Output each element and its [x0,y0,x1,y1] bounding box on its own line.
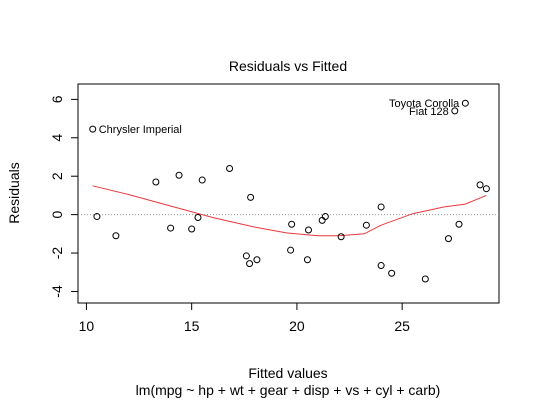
residual-point [455,220,463,228]
residual-point [188,225,196,233]
residual-point [152,178,160,186]
residual-point [461,99,469,107]
residual-point [362,221,370,229]
residual-point [388,269,396,277]
point-label: Toyota Corolla [389,98,460,110]
residual-point [321,213,329,221]
point-label: Fiat 128 [409,106,449,118]
residual-point [112,232,120,240]
y-tick-label: 0 [49,211,65,219]
x-axis: 10 15 20 25 [79,302,410,334]
residual-point [242,252,250,260]
residual-point [377,262,385,270]
residual-point [421,275,429,283]
chart-subtitle: lm(mpg ~ hp + wt + gear + disp + vs + cy… [136,382,441,398]
y-tick-label: 4 [49,134,65,142]
y-tick-label: 6 [49,95,65,103]
y-axis-label: Residuals [6,162,22,223]
x-tick-label: 15 [184,318,200,334]
y-tick-label: -2 [49,247,65,260]
residual-point [247,193,255,201]
residual-point [89,125,97,133]
residual-point [303,256,311,264]
residual-point [288,220,296,228]
x-tick-label: 20 [289,318,305,334]
residual-point [246,260,254,268]
residual-point [337,233,345,241]
residual-point [304,226,312,234]
residual-point [444,235,452,243]
residual-point [198,176,206,184]
smoother-line [92,185,487,237]
residual-point [226,165,234,173]
residual-point [287,246,295,254]
chart-title: Residuals vs Fitted [229,58,347,74]
residual-points [89,99,490,283]
x-tick-label: 25 [394,318,410,334]
point-label: Chrysler Imperial [99,124,182,136]
residual-point [476,181,484,189]
residual-point [253,256,261,264]
x-tick-label: 10 [79,318,95,334]
residual-point [377,203,385,211]
residual-point [194,214,202,222]
smoother-path [92,185,487,237]
y-axis: -4 -2 0 2 4 6 [49,95,79,298]
residual-point [93,213,101,221]
residual-point [318,216,326,224]
residual-point [482,185,490,193]
residual-point [167,224,175,232]
y-tick-label: -4 [49,285,65,298]
x-axis-label: Fitted values [248,365,327,381]
y-tick-label: 2 [49,172,65,180]
residual-point [451,107,459,115]
residual-point [175,171,183,179]
